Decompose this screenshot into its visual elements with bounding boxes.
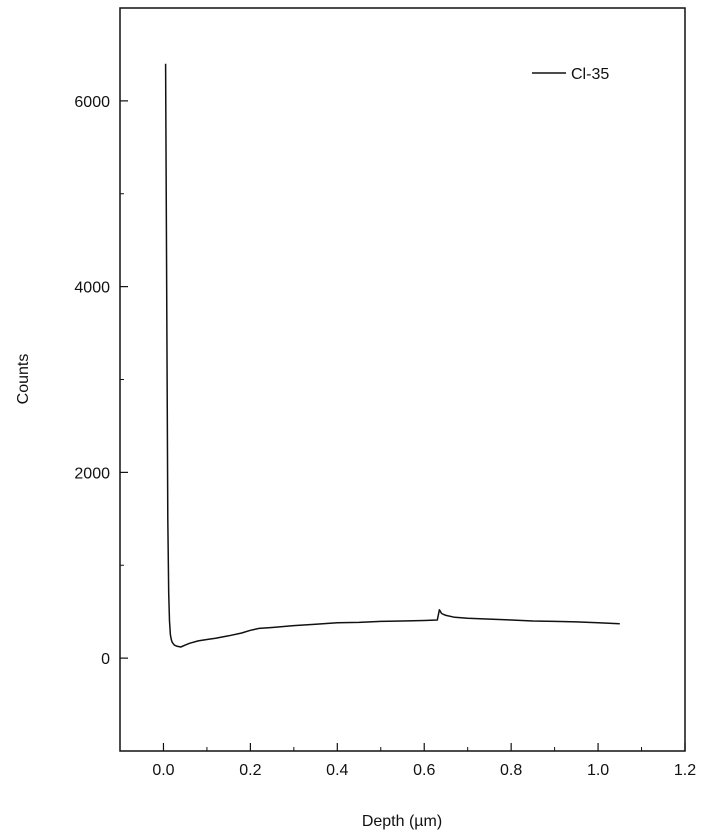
y-tick-label: 4000 [74, 280, 110, 297]
x-tick-label: 0.2 [239, 762, 261, 779]
x-axis-label: Depth (µm) [362, 813, 442, 830]
y-tick-label: 2000 [74, 465, 110, 482]
x-tick-label: 0.8 [500, 762, 522, 779]
x-tick-label: 0.6 [413, 762, 435, 779]
y-axis-label: Counts [15, 354, 32, 405]
x-tick-label: 0.0 [152, 762, 174, 779]
x-axis-ticks: 0.0 0.2 0.4 0.6 0.8 1.0 1.2 [119, 743, 696, 779]
series-line-cl35 [164, 63, 620, 648]
y-tick-label: 6000 [74, 94, 110, 111]
y-tick-label: 0 [101, 651, 110, 668]
y-axis-ticks: 0 2000 4000 6000 [74, 7, 128, 752]
series-group [164, 63, 620, 648]
x-tick-label: 1.0 [587, 762, 609, 779]
legend-label-cl35: Cl-35 [571, 66, 609, 83]
x-tick-label: 0.4 [326, 762, 348, 779]
legend: Cl-35 [532, 66, 609, 83]
x-tick-label: 1.2 [674, 762, 696, 779]
